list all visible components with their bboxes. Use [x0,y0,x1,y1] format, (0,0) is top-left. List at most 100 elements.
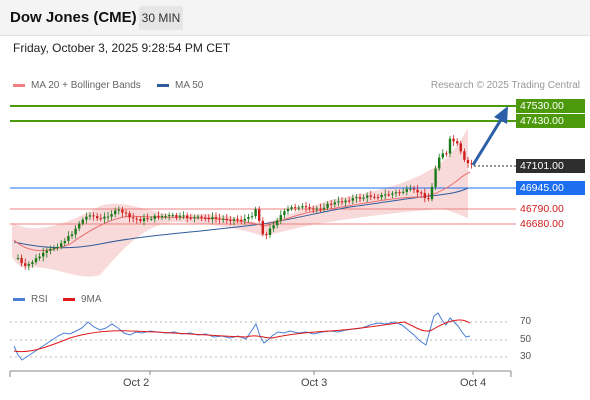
candle-body [88,215,92,217]
candle-body [445,153,448,155]
candle-body [333,202,336,205]
candle-body [207,217,210,220]
candle-body [193,217,196,219]
candle-body [279,215,282,221]
candle-body [430,186,434,200]
candle-body [139,219,142,222]
candle-body [168,215,171,217]
legend-ma50-label: MA 50 [175,80,204,91]
ma20-swatch [13,84,25,87]
candlesticks [16,135,473,271]
candle-body [387,194,390,196]
legend-ma20-label: MA 20 + Bollinger Bands [31,80,141,91]
candle-body [38,256,41,259]
rsi-axis-70: 70 [520,316,532,327]
candle-body [42,252,45,257]
x-label-oct4: Oct 4 [460,377,487,389]
candle-body [434,168,437,187]
candle-body [236,219,239,221]
timeframe-badge[interactable]: 30 MIN [139,6,183,30]
candle-body [290,207,293,209]
candle-body [283,211,286,216]
label-pivot: 46945.00 [516,181,585,195]
candle-body [16,257,20,259]
candle-body [96,216,99,219]
candle-body [358,197,362,199]
candle-body [70,234,74,237]
legend-ma50: MA 50 [157,80,203,91]
legend-ma20: MA 20 + Bollinger Bands [13,80,141,91]
candle-body [240,219,243,221]
candle-body [391,193,394,195]
candle-body [297,207,300,209]
candle-body [211,217,214,220]
candle-body [142,218,146,222]
candle-body [394,192,398,194]
candle-body [420,192,423,194]
ma20-line [13,171,471,252]
label-resistance-2: 47530.00 [516,99,585,113]
candle-body [200,216,203,218]
candle-body [301,206,304,208]
candle-body [355,197,358,199]
candle-body [132,217,135,219]
candle-body [351,198,354,201]
candle-body [24,263,27,266]
x-label-oct2: Oct 2 [123,377,150,389]
candle-body [258,209,261,221]
candle-body [178,215,182,218]
candle-body [186,215,189,218]
candle-body [160,215,164,218]
candle-body [308,207,311,209]
candle-body [247,216,250,219]
candle-body [304,206,308,208]
legend-rsi-label: RSI [31,294,48,305]
candle-body [157,215,160,218]
forecast-arrow-shaft [471,117,504,166]
candle-body [254,209,257,217]
candle-body [146,218,149,220]
candle-body [250,216,254,218]
candle-body [326,203,329,208]
candle-body [463,151,466,160]
candle-body [427,198,430,200]
candle-body [243,218,246,221]
candle-body [276,220,279,226]
chart-header: Dow Jones (CME) 30 MIN [0,0,590,36]
candle-body [362,197,365,199]
candle-body [164,215,167,217]
candle-body [92,215,95,217]
candle-body [470,163,473,165]
candle-body [322,207,326,210]
candle-body [268,228,272,236]
candle-body [114,210,117,215]
candle-body [380,194,383,198]
candle-body [423,193,426,199]
candle-body [56,246,59,249]
label-support-2: 46680.00 [520,218,564,230]
candle-body [218,218,221,220]
candle-body [63,240,66,244]
candle-body [67,236,70,241]
candle-body [45,250,48,253]
candle-body [315,208,318,210]
candle-body [438,157,441,169]
rsi-axis-50: 50 [520,334,532,345]
candle-body [153,215,156,219]
candle-body [189,217,192,219]
candle-body [448,138,452,154]
candle-body [441,153,444,158]
candle-body [222,218,225,220]
candle-body [99,218,102,220]
label-support-1: 46790.00 [520,203,564,215]
label-resistance-1: 47430.00 [516,114,585,128]
timestamp: Friday, October 3, 2025 9:28:54 PM CET [13,41,231,55]
candle-body [52,248,56,250]
candle-body [135,218,138,220]
candle-body [49,248,52,251]
forecast-arrow-head [494,106,508,124]
label-last-price: 47101.00 [516,159,585,173]
candle-body [128,213,131,218]
candle-body [182,215,185,217]
